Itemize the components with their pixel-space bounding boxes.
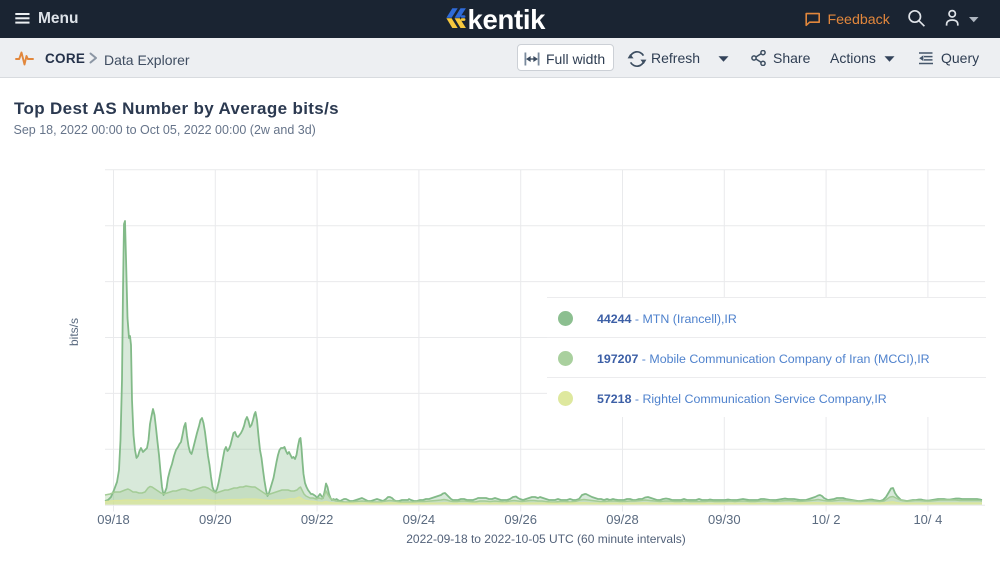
svg-text:09/30: 09/30 xyxy=(708,512,741,527)
svg-text:09/20: 09/20 xyxy=(199,512,232,527)
svg-text:09/18: 09/18 xyxy=(97,512,130,527)
svg-text:2022-09-18 to 2022-10-05 UTC (: 2022-09-18 to 2022-10-05 UTC (60 minute … xyxy=(406,532,685,546)
svg-text:09/26: 09/26 xyxy=(504,512,537,527)
svg-text:09/22: 09/22 xyxy=(301,512,334,527)
svg-text:10/ 4: 10/ 4 xyxy=(913,512,942,527)
svg-text:09/28: 09/28 xyxy=(606,512,639,527)
svg-text:bits/s: bits/s xyxy=(67,318,81,346)
svg-text:10/ 2: 10/ 2 xyxy=(812,512,841,527)
svg-text:09/24: 09/24 xyxy=(403,512,436,527)
